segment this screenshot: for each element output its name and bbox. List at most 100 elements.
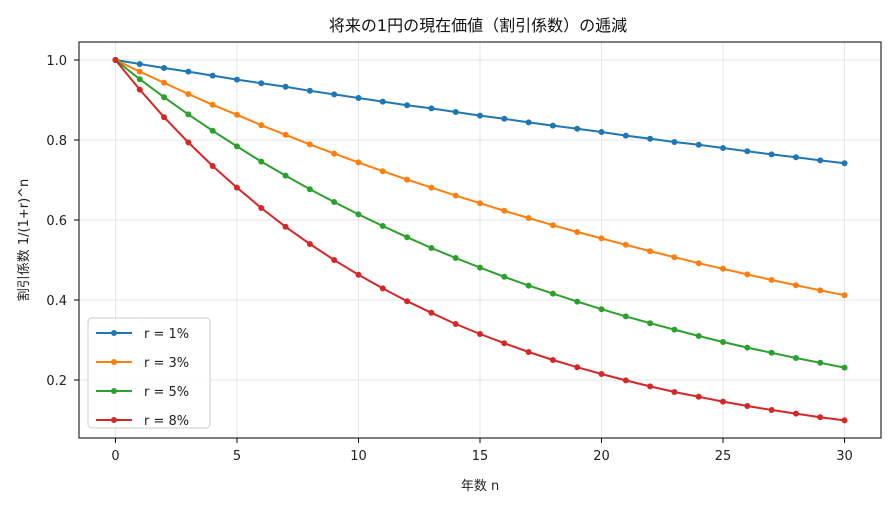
- data-point: [695, 141, 702, 148]
- data-point: [282, 172, 289, 179]
- data-point: [209, 72, 216, 79]
- data-point: [744, 403, 751, 409]
- data-point: [720, 398, 727, 405]
- y-axis-label: 割引係数 1/(1+r)^n: [16, 179, 32, 302]
- data-point: [282, 131, 289, 138]
- data-point: [477, 200, 483, 207]
- data-point: [792, 355, 799, 361]
- data-point: [695, 393, 702, 400]
- data-point: [258, 158, 265, 165]
- chart-title: 将来の1円の現在価値（割引係数）の逓減: [329, 16, 627, 35]
- data-point: [549, 122, 556, 129]
- data-point: [306, 87, 313, 94]
- y-tick-label: 0.8: [46, 134, 67, 149]
- legend-item: r = 3%: [96, 356, 189, 371]
- data-point: [428, 184, 435, 191]
- data-point: [647, 320, 654, 327]
- data-point: [404, 102, 411, 109]
- data-point: [477, 331, 483, 337]
- legend-item: r = 5%: [96, 385, 189, 400]
- data-point: [622, 313, 629, 320]
- data-point: [671, 254, 678, 261]
- data-point: [671, 389, 678, 395]
- data-point: [331, 257, 338, 263]
- legend-item: r = 8%: [96, 414, 189, 429]
- data-point: [817, 359, 824, 366]
- series-0: [112, 57, 848, 167]
- data-point: [258, 122, 265, 129]
- data-point: [233, 184, 240, 191]
- legend: r = 1% r = 3% r = 5% r = 8%: [87, 317, 211, 429]
- data-point: [355, 95, 362, 101]
- data-point: [574, 229, 581, 235]
- data-point: [136, 61, 143, 67]
- data-point: [209, 127, 216, 134]
- data-point: [841, 417, 848, 424]
- data-point: [136, 86, 143, 93]
- y-tick-label: 1.0: [46, 54, 67, 69]
- data-point: [744, 271, 751, 278]
- data-point: [331, 150, 338, 157]
- data-point: [720, 339, 727, 345]
- y-tick-label: 0.4: [46, 294, 67, 309]
- data-point: [209, 101, 216, 108]
- data-point: [622, 132, 629, 139]
- data-point: [817, 157, 824, 164]
- data-point: [161, 65, 168, 71]
- y-tick-label: 0.6: [46, 214, 67, 229]
- data-point: [598, 306, 605, 313]
- data-point: [525, 215, 532, 221]
- x-tick-label: 0: [111, 449, 119, 464]
- data-point: [282, 223, 289, 230]
- x-axis-label: 年数 n: [461, 479, 499, 494]
- data-point: [768, 349, 775, 356]
- data-point: [841, 160, 848, 167]
- data-point: [355, 211, 362, 218]
- data-point: [404, 234, 411, 241]
- y-tick-label: 0.2: [46, 374, 67, 389]
- legend-label: r = 1%: [144, 327, 189, 342]
- data-point: [671, 326, 678, 333]
- data-point: [720, 265, 727, 272]
- data-point: [258, 80, 265, 87]
- data-point: [404, 176, 411, 183]
- data-point: [549, 290, 556, 297]
- data-point: [598, 129, 605, 135]
- data-point: [501, 340, 508, 347]
- data-point: [598, 235, 605, 242]
- data-point: [501, 207, 508, 214]
- data-point: [428, 309, 435, 316]
- y-axis-ticks: 0.2 0.4 0.6 0.8 1.0: [46, 54, 79, 389]
- series-layer: [112, 57, 848, 424]
- x-tick-label: 30: [836, 449, 853, 464]
- data-point: [233, 143, 240, 150]
- data-point: [768, 407, 775, 413]
- data-point: [282, 83, 289, 90]
- data-point: [622, 241, 629, 248]
- x-tick-label: 10: [350, 449, 367, 464]
- data-point: [647, 248, 654, 255]
- data-point: [452, 109, 459, 115]
- data-point: [525, 119, 532, 126]
- legend-label: r = 3%: [144, 356, 189, 371]
- data-point: [768, 277, 775, 283]
- data-point: [161, 79, 168, 86]
- legend-swatch-marker: [111, 359, 117, 365]
- data-point: [574, 364, 581, 371]
- data-point: [598, 371, 605, 377]
- data-point: [209, 163, 216, 169]
- data-point: [452, 192, 459, 199]
- data-point: [768, 151, 775, 158]
- data-point: [549, 222, 556, 229]
- data-point: [185, 91, 192, 97]
- x-axis-ticks: 0 5 10 15 20 25 30: [111, 438, 853, 464]
- legend-box: [87, 317, 211, 429]
- data-point: [161, 114, 168, 121]
- legend-label: r = 5%: [144, 385, 189, 400]
- data-point: [501, 273, 508, 280]
- data-point: [185, 111, 192, 118]
- data-point: [695, 260, 702, 267]
- data-point: [549, 357, 556, 363]
- data-point: [379, 168, 386, 175]
